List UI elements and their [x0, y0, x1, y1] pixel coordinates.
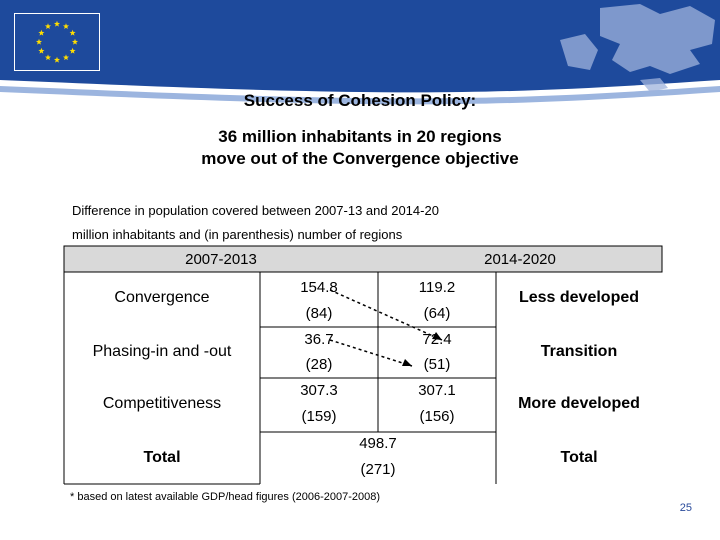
flag-star-icon — [69, 47, 76, 54]
flag-star-icon — [44, 23, 52, 29]
flag-star-icon — [71, 38, 79, 45]
convergence-pop-2014: 119.2 — [418, 278, 456, 296]
phasing-pop-2014: 72.4 — [422, 330, 452, 348]
convergence-pop-2007: 154.8 — [300, 278, 338, 296]
header-band — [0, 0, 720, 108]
flag-star-icon — [38, 47, 45, 54]
flag-star-icon — [35, 38, 43, 45]
flag-star-icon — [44, 54, 52, 61]
page-title: Success of Cohesion Policy: — [243, 91, 477, 110]
row-label-total-right: Total — [560, 449, 598, 466]
page-subtitle: 36 million inhabitants in 20 regions mov… — [0, 126, 720, 170]
convergence-reg-2007: (84) — [305, 304, 333, 322]
row-label-phasing: Phasing-in and -out — [92, 343, 232, 360]
flag-star-icon — [53, 20, 61, 27]
europe-map-icon — [560, 4, 715, 92]
subtitle-line-1: 36 million inhabitants in 20 regions — [218, 127, 502, 146]
flag-star-icon — [62, 23, 70, 29]
competitiveness-pop-2014: 307.1 — [418, 381, 456, 399]
flag-star-icon — [69, 29, 76, 36]
description-line-1: Difference in population covered between… — [72, 203, 439, 218]
shift-arrows — [329, 289, 443, 367]
header-2014-2020: 2014-2020 — [484, 250, 556, 268]
phasing-pop-2007: 36.7 — [304, 330, 334, 348]
eu-flag-icon — [14, 13, 100, 71]
row-label-total-left: Total — [143, 449, 181, 466]
total-reg: (271) — [360, 460, 396, 478]
flag-star-icon — [62, 54, 70, 61]
description-line-2: million inhabitants and (in parenthesis)… — [72, 227, 403, 242]
flag-star-icon — [53, 56, 61, 63]
row-label-competitiveness: Competitiveness — [102, 395, 222, 412]
row-label-transition: Transition — [540, 343, 618, 360]
competitiveness-reg-2007: (159) — [301, 407, 337, 425]
flag-star-icon — [38, 29, 45, 36]
row-label-less-developed: Less developed — [518, 289, 640, 306]
row-label-convergence: Convergence — [114, 289, 210, 306]
phasing-reg-2007: (28) — [305, 355, 333, 373]
row-label-more-developed: More developed — [518, 395, 640, 412]
header-background — [0, 0, 720, 108]
phasing-reg-2014: (51) — [423, 355, 451, 373]
total-pop: 498.7 — [359, 434, 397, 452]
header-2007-2013: 2007-2013 — [185, 250, 257, 268]
subtitle-line-2: move out of the Convergence objective — [201, 149, 519, 168]
competitiveness-reg-2014: (156) — [419, 407, 455, 425]
competitiveness-pop-2007: 307.3 — [300, 381, 338, 399]
page-number: 25 — [679, 502, 692, 514]
footnote: * based on latest available GDP/head fig… — [70, 491, 381, 503]
convergence-reg-2014: (64) — [423, 304, 451, 322]
